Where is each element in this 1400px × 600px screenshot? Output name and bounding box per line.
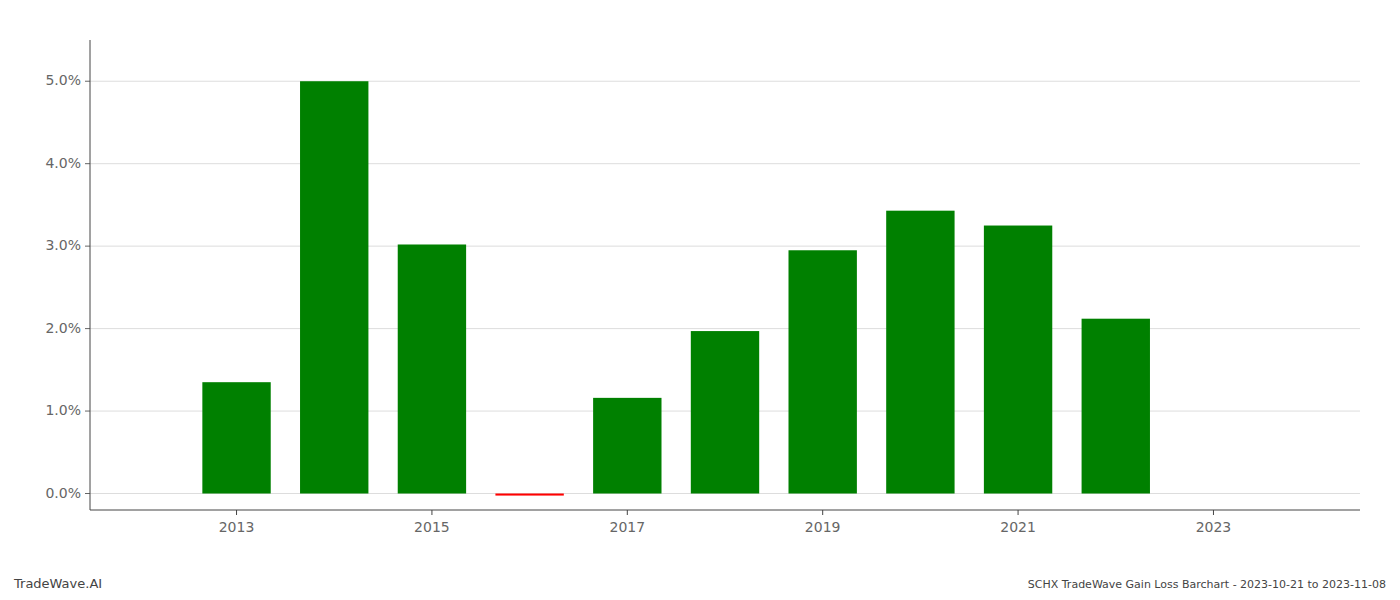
x-axis-line: [90, 510, 1360, 511]
chart: 0.0% 1.0% 2.0% 3.0% 4.0% 5.0% 2013 2015 2017 2019…: [0, 0, 1400, 600]
bar: [495, 494, 563, 496]
bars: [202, 81, 1150, 495]
y-tick: [85, 328, 90, 329]
grid-line: [90, 81, 1360, 82]
x-tick-label: 2017: [609, 519, 645, 535]
bar: [202, 382, 270, 493]
x-tick-label: 2015: [414, 519, 450, 535]
x-tick: [822, 510, 823, 515]
y-tick: [85, 163, 90, 164]
y-tick: [85, 411, 90, 412]
bar: [789, 250, 857, 493]
y-axis-line: [90, 40, 91, 510]
x-tick: [1213, 510, 1214, 515]
x-axis: 2013 2015 2017 2019 2021 2023: [219, 510, 1232, 535]
y-tick-label: 3.0%: [45, 237, 81, 253]
x-tick: [1018, 510, 1019, 515]
bar: [593, 398, 661, 494]
axes: [90, 40, 1360, 510]
bar: [398, 244, 466, 493]
x-tick: [431, 510, 432, 515]
x-tick-label: 2013: [219, 519, 255, 535]
x-tick-label: 2021: [1000, 519, 1036, 535]
footer-left: TradeWave.AI: [13, 576, 102, 591]
y-axis: 0.0% 1.0% 2.0% 3.0% 4.0% 5.0%: [45, 72, 90, 500]
y-tick-label: 0.0%: [45, 485, 81, 501]
grid: [90, 81, 1360, 493]
bar: [691, 331, 759, 493]
bar: [1082, 319, 1150, 494]
bar: [886, 211, 954, 494]
x-tick-label: 2023: [1196, 519, 1232, 535]
x-tick-label: 2019: [805, 519, 841, 535]
footer-right: SCHX TradeWave Gain Loss Barchart - 2023…: [1028, 578, 1386, 591]
bar: [300, 81, 368, 493]
x-tick: [236, 510, 237, 515]
y-tick-label: 5.0%: [45, 72, 81, 88]
y-tick: [85, 81, 90, 82]
grid-line: [90, 246, 1360, 247]
y-tick-label: 2.0%: [45, 320, 81, 336]
y-tick: [85, 493, 90, 494]
x-tick: [627, 510, 628, 515]
y-tick: [85, 246, 90, 247]
y-tick-label: 1.0%: [45, 402, 81, 418]
chart-container: 0.0% 1.0% 2.0% 3.0% 4.0% 5.0% 2013 2015 2017 2019…: [0, 0, 1400, 600]
bar: [984, 226, 1052, 494]
y-tick-label: 4.0%: [45, 155, 81, 171]
grid-line: [90, 328, 1360, 329]
grid-line: [90, 163, 1360, 164]
